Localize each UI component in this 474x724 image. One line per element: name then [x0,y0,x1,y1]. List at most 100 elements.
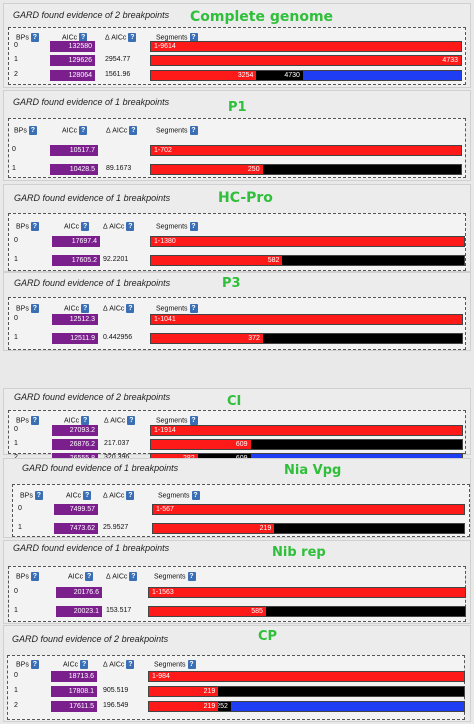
delta-aic-value: 1561.96 [105,71,131,78]
column-header-aic: AICc? [64,416,90,425]
help-icon[interactable]: ? [126,304,135,313]
help-icon[interactable]: ? [30,572,39,581]
gard-summary-text: GARD found evidence of 1 breakpoints [13,97,170,107]
help-icon[interactable]: ? [30,222,39,231]
help-icon[interactable]: ? [79,33,88,42]
column-header-bps-label: BPs [16,223,29,231]
help-icon[interactable]: ? [30,660,39,669]
help-icon[interactable]: ? [189,304,198,313]
segment-black [250,440,462,449]
column-header-segments: Segments? [154,572,196,581]
delta-aic-value: 320.396 [104,454,129,461]
column-header-bps-label: BPs [16,34,29,42]
column-header-bps: BPs? [20,491,43,500]
help-icon[interactable]: ? [126,222,135,231]
breakpoint-count: 1 [14,607,18,614]
aic-value: 17605.2 [52,255,100,266]
help-icon[interactable]: ? [30,304,39,313]
column-header-bps-label: BPs [16,305,29,313]
help-icon[interactable]: ? [191,491,200,500]
delta-aic-value: 217.037 [104,440,130,447]
help-icon[interactable]: ? [129,572,138,581]
column-header-delta: Δ AICc? [106,126,138,135]
help-icon[interactable]: ? [80,660,89,669]
segment-red: 1-1914 [151,426,462,435]
segment-bar: 585 [148,606,466,617]
column-header-delta-label: Δ AICc [103,492,125,500]
column-header-segments-label: Segments [156,417,188,425]
column-header-delta-label: Δ AICc [103,305,125,313]
segment-black [265,607,465,616]
column-header-aic-label: AICc [66,492,82,500]
segment-bar: 1-1563 [148,587,466,598]
help-icon[interactable]: ? [81,304,90,313]
help-icon[interactable]: ? [126,491,135,500]
column-header-bps-label: BPs [20,492,33,500]
segment-bar: 609 [150,439,463,450]
column-header-delta-label: Δ AICc [103,661,125,669]
column-header-aic-label: AICc [63,661,79,669]
breakpoint-count: 2 [14,71,18,78]
column-header-delta-label: Δ AICc [104,417,126,425]
segment-red: 1-1041 [151,315,462,324]
gene-label: P1 [228,100,247,115]
breakpoint-count: 0 [18,505,22,512]
segment-red: 585 [149,607,266,616]
aic-value: 132580 [50,41,95,52]
segment-bar: 1-1914 [150,425,463,436]
help-icon[interactable]: ? [189,416,198,425]
column-header-segments: Segments? [156,304,198,313]
help-icon[interactable]: ? [189,126,198,135]
segment-red: 1-9614 [151,42,461,51]
segment-red: 609 [151,440,251,449]
help-icon[interactable]: ? [189,33,198,42]
breakpoint-count: 1 [14,440,18,447]
segment-bar: 1-984 [148,671,465,682]
column-header-segments: Segments? [156,126,198,135]
help-icon[interactable]: ? [34,491,43,500]
aic-value: 20023.1 [56,606,102,617]
aic-value: 12511.9 [52,333,98,344]
help-icon[interactable]: ? [30,33,39,42]
help-icon[interactable]: ? [127,416,136,425]
help-icon[interactable]: ? [189,222,198,231]
column-header-bps-label: BPs [16,661,29,669]
segment-bar: 4733 [150,55,462,66]
aic-value: 12512.3 [52,314,98,325]
gard-summary-text: GARD found evidence of 1 breakpoints [22,463,179,473]
aic-value: 17808.1 [51,686,97,697]
help-icon[interactable]: ? [85,572,94,581]
column-header-aic-label: AICc [62,34,78,42]
column-header-aic-label: AICc [68,573,84,581]
segment-red: 372 [151,334,263,343]
breakpoint-count: 1 [12,165,16,172]
segment-bar: 582 [150,255,465,266]
column-header-segments: Segments? [156,416,198,425]
help-icon[interactable]: ? [129,126,138,135]
help-icon[interactable]: ? [81,222,90,231]
breakpoint-count: 0 [12,146,16,153]
column-header-delta: Δ AICc? [103,304,135,313]
help-icon[interactable]: ? [187,572,196,581]
gard-summary-text: GARD found evidence of 2 breakpoints [12,634,169,644]
breakpoint-count: 0 [14,42,18,49]
column-header-segments-label: Segments [156,34,188,42]
help-icon[interactable]: ? [128,33,137,42]
help-icon[interactable]: ? [81,416,90,425]
segment-black [282,256,464,265]
column-header-aic: AICc? [62,33,88,42]
aic-value: 18713.6 [51,671,97,682]
help-icon[interactable]: ? [79,126,88,135]
column-header-delta: Δ AICc? [103,660,135,669]
help-icon[interactable]: ? [83,491,92,500]
help-icon[interactable]: ? [30,416,39,425]
column-header-delta: Δ AICc? [103,222,135,231]
delta-aic-value: 905.519 [103,687,129,694]
help-icon[interactable]: ? [126,660,135,669]
help-icon[interactable]: ? [28,126,37,135]
segment-bar: 250 [150,164,462,175]
segment-bar: 219 [148,686,465,697]
column-header-aic-label: AICc [64,305,80,313]
help-icon[interactable]: ? [187,660,196,669]
breakpoint-count: 2 [14,454,18,461]
